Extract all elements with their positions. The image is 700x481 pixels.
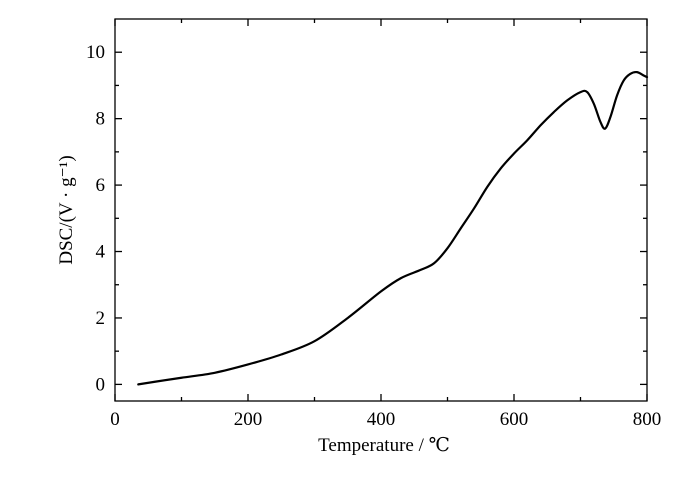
y-tick-label: 6: [96, 175, 106, 196]
x-tick-label: 600: [500, 409, 529, 430]
axis-ticks: [114, 19, 648, 401]
y-tick-label: 4: [96, 242, 106, 263]
x-tick-label: 0: [110, 409, 120, 430]
series-line: [137, 70, 649, 386]
y-tick-label: 10: [86, 42, 105, 63]
x-tick-label: 800: [633, 409, 662, 430]
y-axis-title: DSC/(V · g⁻¹): [56, 155, 77, 264]
x-axis-title: Temperature / ℃: [318, 435, 450, 456]
y-tick-label: 0: [96, 374, 106, 395]
x-tick-label: 400: [367, 409, 396, 430]
y-tick-label: 2: [96, 308, 106, 329]
y-tick-labels: 0 2 4 6 8 10: [86, 42, 106, 395]
x-tick-labels: 0 200 400 600 800: [110, 409, 661, 430]
plot-frame: [114, 18, 648, 402]
y-tick-label: 8: [96, 109, 106, 130]
x-tick-label: 200: [234, 409, 263, 430]
